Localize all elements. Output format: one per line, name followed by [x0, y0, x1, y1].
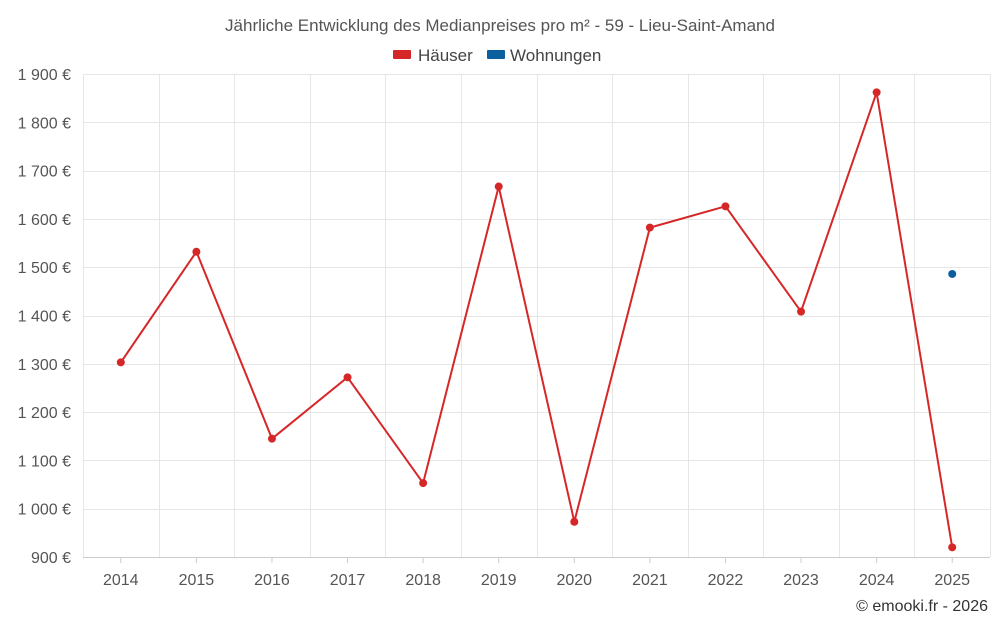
x-tick-label: 2019 — [481, 572, 517, 589]
copyright-credit: © emooki.fr - 2026 — [856, 598, 988, 615]
x-tick-label: 2023 — [783, 572, 819, 589]
data-point-haeuser[interactable] — [267, 434, 276, 443]
legend-swatch-wohnungen[interactable] — [487, 50, 505, 59]
y-tick-label: 1 900 € — [18, 67, 71, 84]
y-tick-label: 1 000 € — [18, 502, 71, 519]
data-point-haeuser[interactable] — [343, 373, 352, 382]
data-point-haeuser[interactable] — [192, 247, 201, 256]
x-tick-label: 2015 — [179, 572, 215, 589]
y-tick-label: 1 600 € — [18, 212, 71, 229]
series-layer — [116, 88, 957, 552]
grid — [83, 74, 991, 558]
y-tick-label: 900 € — [31, 550, 71, 567]
legend-swatch-haeuser[interactable] — [393, 50, 411, 59]
data-point-wohnungen[interactable] — [948, 269, 957, 278]
data-point-haeuser[interactable] — [116, 358, 125, 367]
data-point-haeuser[interactable] — [494, 182, 503, 191]
y-tick-label: 1 100 € — [18, 453, 71, 470]
series-line-haeuser — [119, 91, 954, 548]
x-tick-label: 2025 — [934, 572, 970, 589]
x-tick-label: 2017 — [330, 572, 366, 589]
chart-title: Jährliche Entwicklung des Medianpreises … — [225, 16, 775, 35]
legend: Häuser Wohnungen — [393, 46, 601, 65]
y-tick-label: 1 700 € — [18, 164, 71, 181]
x-tick-label: 2020 — [556, 572, 592, 589]
data-point-haeuser[interactable] — [721, 202, 730, 211]
y-tick-label: 1 500 € — [18, 260, 71, 277]
x-axis-labels: 2014 2015 2016 2017 2018 2019 2020 2021 2022 2023… — [103, 557, 970, 589]
x-tick-label: 2024 — [859, 572, 895, 589]
data-point-haeuser[interactable] — [645, 223, 654, 232]
data-point-haeuser[interactable] — [419, 479, 428, 488]
legend-label-haeuser[interactable]: Häuser — [418, 46, 473, 65]
y-tick-label: 1 400 € — [18, 309, 71, 326]
x-tick-label: 2016 — [254, 572, 290, 589]
y-axis-labels: 900 € 1 000 € 1 100 € 1 200 € 1 300 € 1 400 €… — [18, 67, 71, 567]
x-tick-label: 2018 — [405, 572, 441, 589]
data-point-haeuser[interactable] — [570, 517, 579, 526]
data-point-haeuser[interactable] — [872, 88, 881, 97]
legend-label-wohnungen[interactable]: Wohnungen — [510, 46, 601, 65]
x-tick-label: 2014 — [103, 572, 139, 589]
y-tick-label: 1 200 € — [18, 405, 71, 422]
y-tick-label: 1 800 € — [18, 115, 71, 132]
y-tick-label: 1 300 € — [18, 357, 71, 374]
data-point-haeuser[interactable] — [948, 543, 957, 552]
x-tick-label: 2021 — [632, 572, 668, 589]
data-point-haeuser[interactable] — [797, 307, 806, 316]
x-tick-label: 2022 — [708, 572, 744, 589]
